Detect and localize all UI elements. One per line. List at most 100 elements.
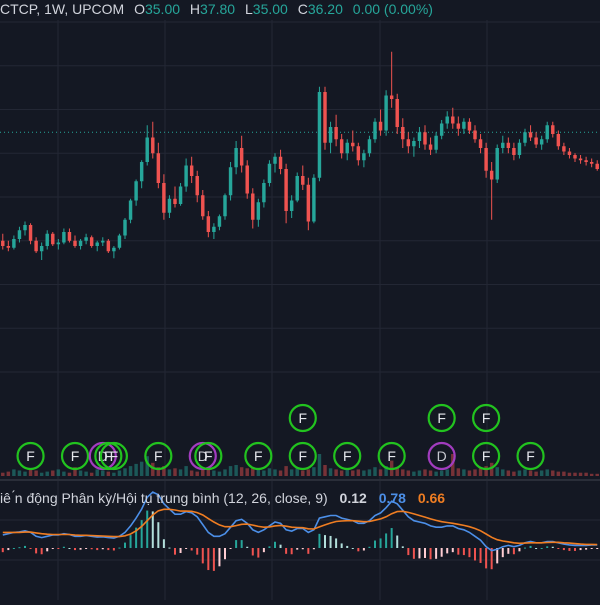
volume-bar [156, 467, 161, 476]
candle [317, 86, 322, 182]
macd-hist-bar [40, 548, 43, 555]
macd-hist-bar [112, 548, 115, 551]
candle [145, 125, 149, 166]
volume-bar [362, 470, 366, 476]
macd-hist-bar [79, 548, 82, 550]
macd-hist-bar [12, 548, 15, 549]
macd-hist-bar [562, 548, 565, 551]
candle [384, 90, 388, 136]
candle [128, 198, 133, 224]
candle [189, 156, 194, 183]
candle-body [112, 247, 116, 252]
marker-label: F [71, 448, 80, 464]
volume-bar [256, 469, 261, 476]
candle [412, 137, 416, 157]
macd-hist-bar [101, 548, 104, 550]
candle [334, 114, 338, 147]
event-marker-f: F [94, 441, 123, 471]
macd-hist-bar [146, 510, 149, 548]
macd-histogram [1, 510, 599, 571]
marker-label: F [26, 448, 35, 464]
macd-hist-bar [46, 548, 49, 552]
candle-body [73, 240, 77, 246]
candle [67, 228, 72, 243]
candle [517, 139, 522, 159]
volume-bar [573, 472, 577, 476]
candle-body [145, 137, 149, 162]
macd-hist-bar [546, 546, 549, 548]
volume-bar [151, 462, 155, 476]
volume-bar [6, 471, 11, 476]
macd-hist-bar [307, 548, 310, 554]
candle [445, 111, 449, 129]
volume-bar [217, 471, 222, 476]
volume-bar [239, 467, 244, 476]
candle-body [189, 165, 194, 176]
volume-bar [273, 469, 277, 476]
candle-body [162, 183, 166, 213]
candle-body [195, 176, 199, 196]
macd-hist-bar [7, 548, 10, 551]
candle [423, 125, 427, 150]
candle [23, 221, 27, 236]
macd-hist-bar [340, 543, 343, 548]
candle [289, 195, 294, 218]
volume-bar [345, 469, 349, 476]
candle [112, 246, 116, 259]
candle [301, 165, 305, 190]
candle [573, 153, 577, 162]
candle-body [139, 162, 144, 182]
candle-body [117, 235, 122, 248]
macd-title: iê ́n động Phân kỳ/Hội tụ trung bình (12… [0, 490, 328, 506]
macd-hist-bar [279, 544, 282, 548]
macd-hist-bar [540, 548, 543, 549]
macd-hist-bar [490, 548, 493, 570]
candle [267, 160, 272, 187]
candle [73, 235, 77, 248]
close-label: C [297, 1, 308, 17]
candle [512, 142, 516, 161]
candle-body [251, 193, 255, 220]
volume-bar [462, 469, 466, 476]
macd-hist-bar [179, 548, 182, 553]
volume-bar [306, 469, 311, 476]
marker-circle [516, 441, 545, 471]
event-marker-f: F [288, 441, 317, 471]
candle [217, 214, 222, 231]
marker-circle [99, 441, 128, 471]
macd-hist-bar [412, 548, 415, 559]
macd-hist-bar [518, 548, 521, 552]
candle-body [123, 219, 127, 236]
volume-bar [17, 470, 22, 476]
candle [295, 172, 299, 203]
volume-bar [534, 471, 538, 476]
macd-hist-bar [501, 548, 504, 558]
signal-line [2, 508, 598, 546]
volume-bar [128, 466, 133, 476]
candle-body [95, 242, 99, 246]
macd-hist-bar [435, 548, 438, 559]
volume-bar [189, 470, 194, 476]
event-marker-d: D [88, 441, 117, 471]
macd-hist-bar [368, 546, 371, 548]
marker-label: F [298, 448, 307, 464]
volume-bar [384, 466, 388, 476]
marker-label: F [482, 410, 491, 426]
volume-bar [178, 469, 183, 476]
candle-body [456, 123, 461, 129]
volume-bar [567, 472, 572, 476]
macd-hist-bar [418, 548, 421, 559]
volume-bar [323, 465, 327, 476]
macd-hist-bar [240, 540, 243, 548]
volume-bar [184, 466, 188, 476]
volume-bar [73, 467, 77, 476]
volume-bar [278, 470, 283, 476]
candle [328, 121, 333, 154]
macd-hist-bar [251, 548, 254, 556]
volume-bar [595, 473, 599, 476]
candle [195, 170, 199, 203]
macd-hist-bar [429, 548, 432, 560]
candle-body [312, 177, 316, 222]
